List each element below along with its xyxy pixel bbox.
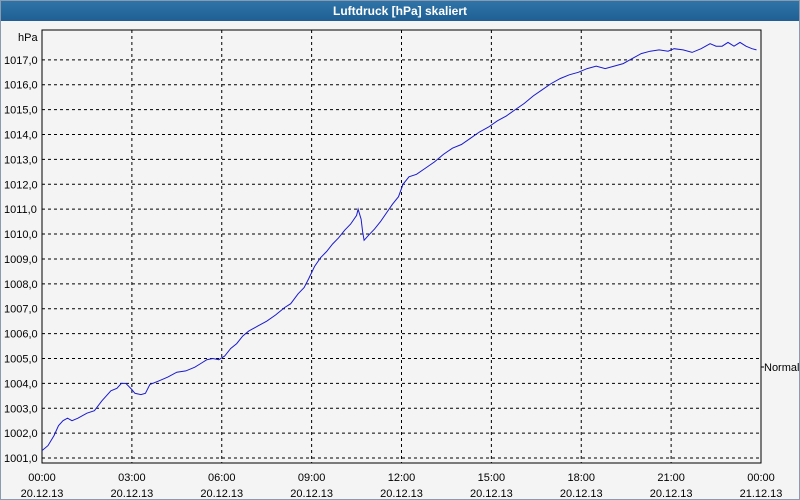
y-tick-label: 1010,0 [4, 229, 38, 241]
x-tick-date-label: 20.12.13 [290, 488, 333, 500]
x-axis: 00:00 20.12.13 03:00 20.12.13 06:00 20.12.13 0… [21, 472, 783, 500]
x-tick-time-label: 03:00 [118, 472, 146, 484]
normal-label: Normal [764, 362, 799, 374]
x-tick-time-label: 06:00 [208, 472, 236, 484]
x-tick-date-label: 21.12.13 [740, 488, 783, 500]
y-tick-label: 1005,0 [4, 353, 38, 365]
pressure-chart: 1001,0 1002,0 1003,0 1004,0 1005,0 1006,0 1007… [4, 29, 799, 500]
plot-frame [41, 29, 762, 464]
pressure-series-line [41, 41, 757, 451]
x-tick-time-label: 12:00 [388, 472, 416, 484]
y-tick-label: 1003,0 [4, 403, 38, 415]
x-tick-date-label: 20.12.13 [560, 488, 603, 500]
y-tick-label: 1006,0 [4, 329, 38, 341]
x-tick-date-label: 20.12.13 [21, 488, 64, 500]
x-tick-date-label: 20.12.13 [380, 488, 423, 500]
y-axis-unit: hPa [18, 32, 38, 44]
y-tick-label: 1009,0 [4, 254, 38, 266]
y-tick-label: 1011,0 [4, 204, 37, 216]
y-tick-label: 1016,0 [4, 80, 38, 92]
x-tick-date-label: 20.12.13 [650, 488, 693, 500]
x-tick-time-label: 18:00 [567, 472, 595, 484]
y-tick-label: 1014,0 [4, 130, 38, 142]
y-tick-label: 1008,0 [4, 279, 38, 291]
y-tick-label: 1012,0 [4, 179, 38, 191]
y-tick-label: 1001,0 [4, 453, 38, 465]
y-tick-label: 1015,0 [4, 105, 38, 117]
y-tick-label: 1002,0 [4, 428, 38, 440]
x-tick-date-label: 20.12.13 [470, 488, 513, 500]
x-tick-date-label: 20.12.13 [200, 488, 243, 500]
x-tick-time-label: 15:00 [478, 472, 506, 484]
y-tick-label: 1004,0 [4, 378, 38, 390]
y-tick-label: 1017,0 [4, 55, 38, 67]
x-tick-date-label: 20.12.13 [110, 488, 153, 500]
x-tick-time-label: 21:00 [657, 472, 685, 484]
x-tick-time-label: 00:00 [28, 472, 56, 484]
grid-lines [42, 30, 761, 463]
y-tick-label: 1013,0 [4, 154, 38, 166]
x-tick-time-label: 09:00 [298, 472, 326, 484]
y-tick-label: 1007,0 [4, 304, 38, 316]
x-tick-time-label: 00:00 [747, 472, 775, 484]
y-axis: 1001,0 1002,0 1003,0 1004,0 1005,0 1006,0 1007… [4, 55, 764, 465]
window-title: Luftdruck [hPa] skaliert [1, 1, 799, 21]
